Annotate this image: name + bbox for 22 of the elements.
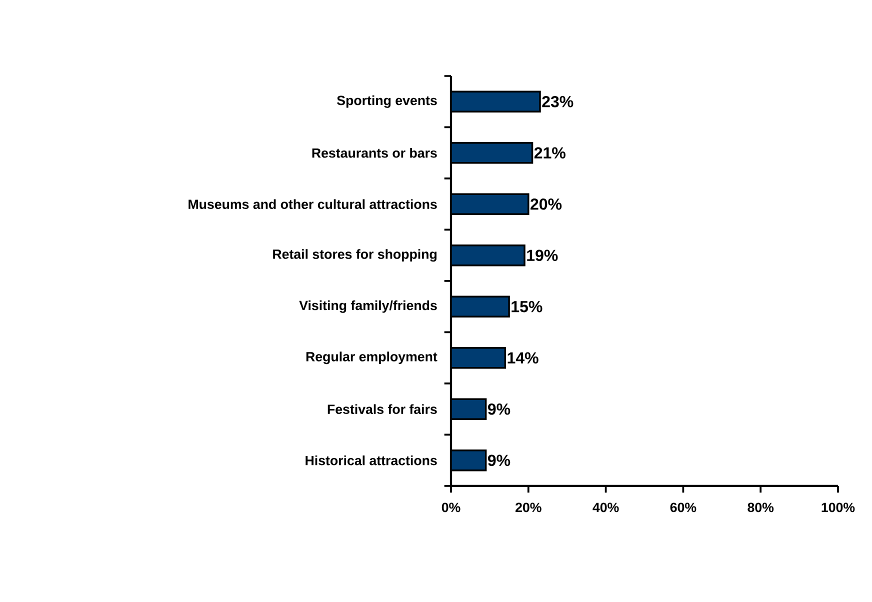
data-label: 20% <box>530 198 562 210</box>
data-label: 21% <box>534 147 566 159</box>
y-tick-label: Sporting events <box>337 95 437 108</box>
x-tick-label: 80% <box>748 502 774 512</box>
y-tick-label: Regular employment <box>306 352 438 364</box>
y-tick-label: Restaurants or bars <box>312 148 437 158</box>
x-tick-label: 40% <box>592 502 619 512</box>
y-tick-label: Historical attractions <box>306 455 437 466</box>
data-label: 9% <box>488 454 510 466</box>
y-tick-label: Festivals for fairs <box>328 404 437 414</box>
x-tick-label: 0% <box>442 502 460 512</box>
data-label: 15% <box>512 300 542 312</box>
data-label: 19% <box>527 250 558 262</box>
data-label: 14% <box>508 352 538 364</box>
x-tick-label: 20% <box>516 502 542 512</box>
y-tick-label: Visiting family/friends <box>299 300 437 313</box>
data-label: 9% <box>488 403 510 415</box>
x-tick-label: 100% <box>822 502 855 512</box>
y-tick-label: Museums and other cultural attractions <box>188 199 437 210</box>
data-label: 23% <box>542 96 574 108</box>
y-tick-label: Retail stores for shopping <box>273 249 437 262</box>
x-tick-label: 60% <box>670 502 696 512</box>
